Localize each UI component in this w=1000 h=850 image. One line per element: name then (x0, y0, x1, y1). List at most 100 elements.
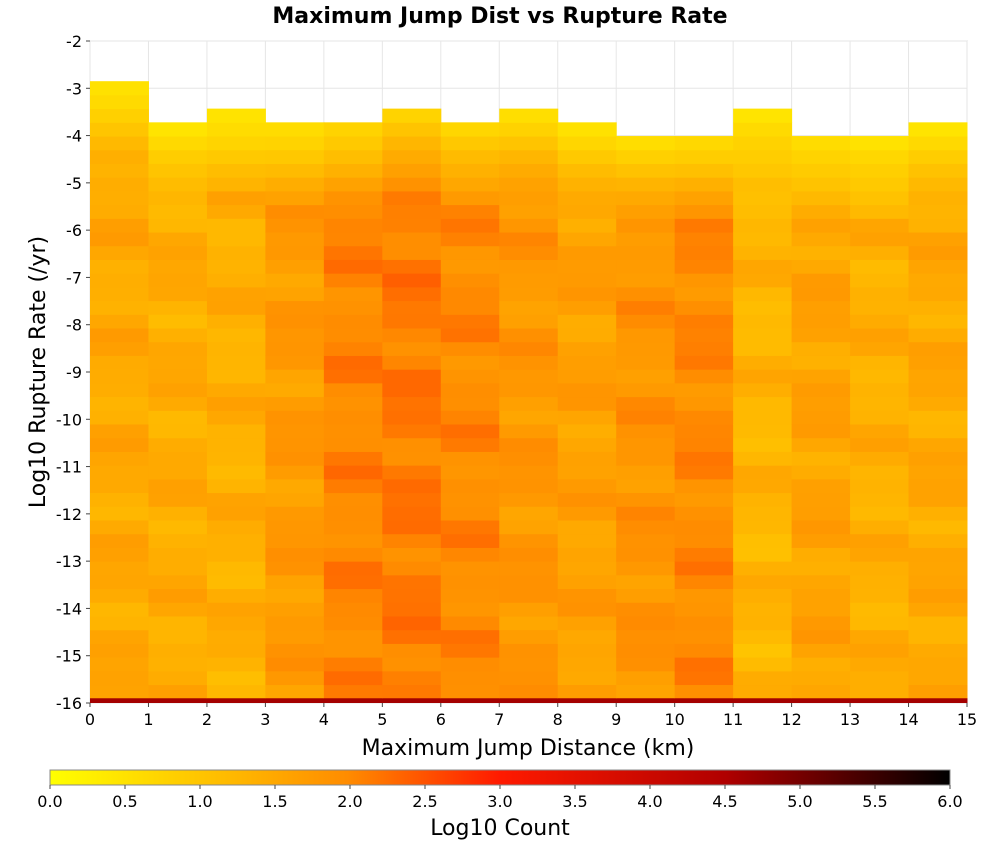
heatmap-cells (90, 81, 968, 703)
heatmap-cell (733, 382, 793, 398)
heatmap-cell (557, 190, 617, 206)
heatmap-cell (616, 396, 676, 411)
heatmap-cell (148, 286, 208, 302)
heatmap-cell (499, 204, 559, 219)
heatmap-cell (265, 588, 325, 603)
heatmap-cell (148, 657, 208, 672)
heatmap-cell (908, 629, 968, 644)
heatmap-cell (616, 341, 676, 356)
heatmap-cell (90, 643, 149, 658)
heatmap-cell (206, 533, 266, 548)
heatmap-cell (616, 232, 676, 247)
heatmap-cell (908, 259, 968, 274)
heatmap-cell (791, 300, 851, 315)
heatmap-cell (674, 136, 734, 151)
heatmap-cell (791, 245, 851, 260)
heatmap-cell-bottom (733, 698, 793, 703)
heatmap-cell (791, 136, 851, 151)
heatmap-cell (850, 177, 910, 192)
heatmap-cell (382, 451, 442, 466)
heatmap-cell (616, 602, 676, 617)
heatmap-cell (323, 547, 383, 562)
heatmap-cell (616, 382, 676, 398)
heatmap-cell (557, 369, 617, 384)
heatmap-cell (382, 684, 442, 699)
heatmap-cell (90, 136, 149, 151)
heatmap-cell (90, 547, 149, 562)
heatmap-cell-bottom (850, 698, 910, 703)
heatmap-cell (616, 177, 676, 192)
heatmap-cell (90, 314, 149, 329)
y-tick-label: -7 (66, 268, 82, 287)
heatmap-cell (557, 657, 617, 672)
heatmap-cell (206, 382, 266, 398)
heatmap-cell (674, 574, 734, 590)
heatmap-cell (382, 629, 442, 644)
heatmap-cell (850, 149, 910, 164)
heatmap-cell (323, 643, 383, 658)
heatmap-cell (908, 177, 968, 192)
heatmap-cell (206, 629, 266, 644)
heatmap-cell (382, 574, 442, 590)
y-axis-label: Log10 Rupture Rate (/yr) (26, 236, 51, 508)
heatmap-cell (440, 588, 500, 603)
heatmap-cell (382, 424, 442, 439)
heatmap-cell (265, 533, 325, 548)
heatmap-cell (616, 670, 676, 686)
heatmap-cell (323, 520, 383, 535)
heatmap-cell (674, 396, 734, 411)
heatmap-cell (499, 314, 559, 329)
heatmap-cell (90, 574, 149, 590)
heatmap-cell (908, 149, 968, 164)
heatmap-cell (148, 684, 208, 699)
heatmap-cell (616, 547, 676, 562)
heatmap-cell (440, 259, 500, 274)
heatmap-cell (850, 300, 910, 315)
heatmap-cell (148, 602, 208, 617)
heatmap-cell (323, 382, 383, 398)
heatmap-cell (850, 341, 910, 356)
heatmap-cell (616, 520, 676, 535)
heatmap-cell (850, 643, 910, 658)
heatmap-cell (674, 492, 734, 507)
heatmap-cell (265, 478, 325, 494)
heatmap-cell (265, 328, 325, 343)
heatmap-cell (90, 602, 149, 617)
colorbar (49, 769, 951, 786)
heatmap-cell (499, 259, 559, 274)
heatmap-cell (148, 245, 208, 260)
heatmap-cell (440, 204, 500, 219)
heatmap-cell (382, 615, 442, 631)
heatmap-cell (323, 232, 383, 247)
heatmap-cell (382, 177, 442, 192)
heatmap-cell (440, 136, 500, 151)
heatmap-cell (850, 657, 910, 672)
heatmap-cell (90, 328, 149, 343)
heatmap-cell (265, 177, 325, 192)
heatmap-cell (265, 245, 325, 260)
heatmap-cell (206, 314, 266, 329)
heatmap-cell (148, 670, 208, 686)
heatmap-cell (90, 245, 149, 260)
y-tick-label: -3 (66, 79, 82, 98)
heatmap-cell (90, 506, 149, 521)
heatmap-cell (616, 615, 676, 631)
heatmap-cell (733, 218, 793, 233)
heatmap-cell (148, 355, 208, 370)
heatmap-cell (791, 478, 851, 494)
heatmap-cell (791, 424, 851, 439)
x-tick-label: 13 (840, 710, 860, 729)
heatmap-cell (616, 465, 676, 480)
heatmap-cell (674, 369, 734, 384)
heatmap-cell (557, 177, 617, 192)
heatmap-cell (791, 286, 851, 302)
heatmap-cell (323, 273, 383, 288)
heatmap-cell (440, 424, 500, 439)
heatmap-cell (148, 259, 208, 274)
heatmap-cell (674, 163, 734, 178)
heatmap-cell (265, 547, 325, 562)
heatmap-cell (206, 670, 266, 686)
heatmap-cell (908, 328, 968, 343)
heatmap-cell (90, 108, 149, 123)
